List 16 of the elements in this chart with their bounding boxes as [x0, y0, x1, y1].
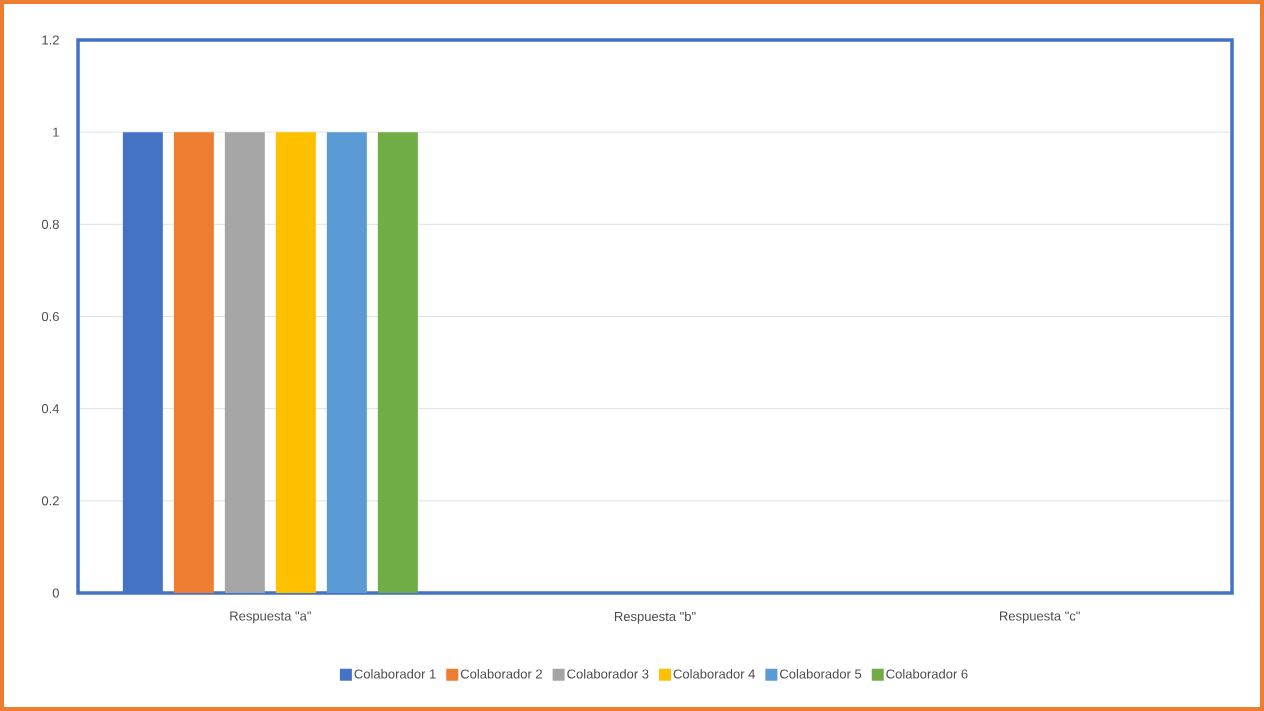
legend-label: Colaborador 4	[673, 669, 755, 679]
legend-label: Colaborador 1	[354, 669, 436, 679]
x-tick-label: Respuesta "a"	[230, 611, 311, 624]
x-tick-label: Respuesta "c"	[1000, 611, 1080, 624]
legend-label: Colaborador 3	[567, 669, 649, 679]
y-tick-label: 0.2	[41, 496, 59, 506]
y-tick-label: 0.6	[41, 311, 59, 322]
x-tick-label: Respuesta "b"	[614, 611, 696, 624]
y-tick-label: 1	[53, 127, 59, 137]
y-tick-label: 0.4	[41, 404, 60, 414]
y-tick-label: 0.8	[41, 219, 59, 229]
y-tick-label: 1.2	[42, 35, 59, 45]
legend-label: Colaborador 5	[780, 669, 862, 679]
y-tick-label: 0	[52, 588, 59, 598]
legend-label: Colaborador 2	[460, 669, 542, 679]
legend-label: Colaborador 6	[886, 669, 968, 679]
